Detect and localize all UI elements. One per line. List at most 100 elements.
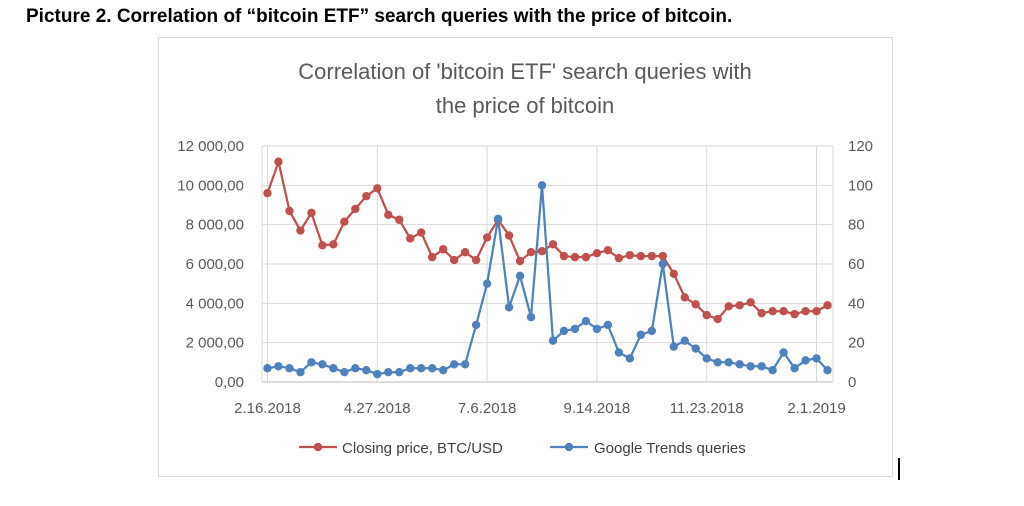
- data-point-price: [428, 252, 437, 262]
- data-point-price: [285, 206, 294, 216]
- data-point-price: [471, 255, 481, 265]
- legend-price-label: Closing price, BTC/USD: [342, 440, 503, 457]
- data-point-price: [812, 307, 821, 316]
- data-point-trends: [449, 360, 459, 369]
- data-point-price: [449, 255, 459, 265]
- data-point-trends: [735, 360, 744, 369]
- data-point-trends: [351, 364, 360, 373]
- x-tick-label: 4.27.2018: [344, 400, 411, 417]
- data-point-trends: [669, 342, 678, 351]
- data-point-price: [362, 191, 371, 201]
- y-left-tick-label: 8 000,00: [186, 217, 244, 234]
- data-point-trends: [570, 324, 580, 334]
- x-tick-label: 2.16.2018: [234, 400, 301, 417]
- data-point-trends: [724, 358, 733, 367]
- series-line-trends: [267, 184, 829, 376]
- data-point-price: [790, 309, 799, 319]
- data-point-trends: [307, 358, 316, 367]
- data-point-price: [691, 300, 700, 309]
- data-point-trends: [493, 214, 503, 223]
- figure-caption: Picture 2. Correlation of “bitcoin ETF” …: [26, 6, 733, 27]
- x-tick-label: 7.6.2018: [458, 400, 516, 417]
- data-point-trends: [285, 364, 294, 373]
- data-point-trends: [318, 360, 327, 369]
- data-point-price: [658, 251, 667, 261]
- data-point-price: [351, 204, 360, 214]
- y-left-tick-label: 2 000,00: [186, 335, 244, 352]
- data-point-price: [340, 217, 349, 226]
- y-left-tick-label: 6 000,00: [186, 256, 244, 273]
- data-point-price: [592, 248, 602, 258]
- y-right-tick-label: 40: [848, 295, 865, 312]
- x-tick-label: 2.1.2019: [787, 400, 845, 417]
- data-point-price: [680, 293, 689, 302]
- data-point-price: [724, 302, 733, 311]
- y-right-tick-label: 20: [848, 335, 865, 352]
- data-point-trends: [658, 259, 667, 269]
- data-point-price: [746, 298, 755, 307]
- data-point-trends: [746, 362, 755, 371]
- data-point-price: [823, 301, 832, 310]
- data-point-trends: [296, 367, 305, 377]
- data-point-trends: [548, 336, 558, 345]
- data-point-price: [296, 226, 305, 235]
- data-point-price: [504, 231, 514, 240]
- data-point-price: [768, 307, 777, 316]
- data-point-trends: [625, 354, 635, 363]
- data-point-trends: [537, 181, 547, 190]
- data-point-trends: [592, 324, 602, 334]
- data-point-price: [559, 251, 569, 261]
- y-right-tick-label: 0: [848, 374, 856, 391]
- data-point-price: [373, 184, 382, 193]
- data-point-price: [735, 301, 744, 310]
- y-right-tick-label: 120: [848, 138, 873, 155]
- data-point-trends: [384, 367, 393, 377]
- data-point-price: [318, 241, 327, 250]
- data-point-price: [537, 247, 547, 256]
- data-point-price: [757, 308, 766, 318]
- data-point-trends: [680, 336, 689, 345]
- data-point-trends: [504, 303, 514, 312]
- data-point-price: [482, 233, 492, 242]
- data-point-trends: [702, 354, 711, 363]
- y-left-tick-label: 12 000,00: [177, 138, 244, 155]
- data-point-price: [307, 208, 316, 218]
- data-point-trends: [263, 364, 272, 373]
- data-point-price: [384, 210, 393, 220]
- data-point-price: [460, 248, 470, 257]
- data-point-trends: [482, 279, 492, 288]
- chart-frame: [158, 37, 893, 477]
- data-point-trends: [460, 360, 470, 369]
- y-left-tick-label: 0,00: [215, 374, 244, 391]
- data-point-price: [515, 256, 525, 266]
- data-point-price: [625, 250, 635, 260]
- data-point-price: [263, 189, 272, 198]
- data-point-trends: [581, 316, 591, 326]
- data-point-trends: [768, 366, 777, 375]
- legend-trends-label: Google Trends queries: [594, 440, 746, 457]
- data-point-trends: [438, 366, 448, 375]
- data-point-trends: [395, 367, 404, 377]
- legend-trends-marker: [564, 442, 574, 452]
- y-right-tick-label: 60: [848, 256, 865, 273]
- data-point-trends: [406, 364, 415, 373]
- chart-title-line-1: Correlation of 'bitcoin ETF' search quer…: [298, 59, 751, 84]
- data-point-trends: [362, 366, 371, 375]
- data-point-trends: [779, 348, 788, 357]
- data-point-price: [548, 240, 558, 249]
- data-point-trends: [340, 367, 349, 377]
- data-point-price: [329, 240, 338, 249]
- data-point-price: [636, 251, 646, 261]
- data-point-trends: [812, 354, 821, 363]
- chart-title-line-2: the price of bitcoin: [436, 93, 615, 118]
- data-point-trends: [559, 326, 569, 336]
- data-point-trends: [614, 348, 624, 357]
- data-point-trends: [713, 358, 722, 367]
- data-point-price: [581, 252, 591, 262]
- data-point-price: [406, 234, 415, 243]
- data-point-price: [779, 307, 788, 316]
- data-point-price: [713, 314, 722, 324]
- data-point-price: [526, 248, 536, 257]
- data-point-price: [647, 251, 657, 261]
